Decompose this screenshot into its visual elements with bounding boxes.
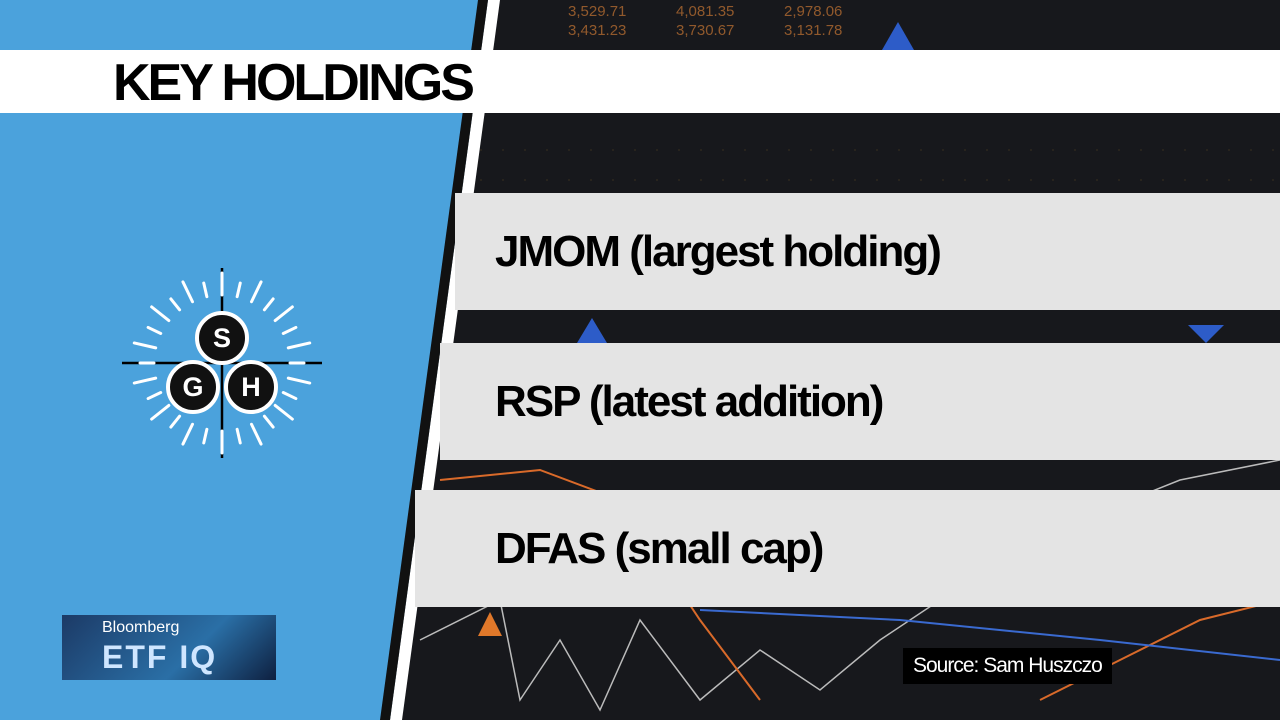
logo-ray [146,391,163,401]
logo-letter: G [182,372,203,402]
show-name: ETF IQ [102,639,218,675]
logo-ray [273,305,294,323]
holding-row: RSP (latest addition) [440,343,1280,460]
logo-ray [250,280,263,304]
logo-ray [150,305,171,323]
bg-number: 3,529.71 [568,3,627,20]
holding-row: JMOM (largest holding) [455,193,1280,310]
bg-number: 4,081.35 [676,3,735,20]
bg-number: 3,730.67 [676,22,735,39]
logo-ray [169,414,182,429]
holding: DFAS (small cap) [495,524,824,573]
network: Bloomberg [102,619,180,636]
logo-ray [235,281,242,299]
logo-ray [262,414,275,429]
logo-ray [181,280,194,304]
header-bar [0,50,1280,113]
logo-ray [169,297,182,312]
brand-logo: Bloomberg ETF IQ [62,615,276,680]
logo-letter: H [241,372,261,402]
logo-ray [286,341,312,350]
holding-row: DFAS (small cap) [415,490,1280,607]
logo-ray [250,422,263,446]
logo-ray [273,403,294,421]
logo-ray [146,325,163,335]
bg-number: 2,978.06 [784,3,843,20]
logo-ray [262,297,275,312]
bg-number: 3,131.78 [784,22,843,39]
logo-ray [281,391,298,401]
logo-ray [132,376,158,385]
holding: RSP (latest addition) [495,377,884,426]
logo-letter: S [213,323,231,353]
title: KEY HOLDINGS [113,54,475,112]
logo-ray [235,427,242,445]
logo: S G H [122,268,322,458]
logo-ray [150,403,171,421]
bg-number: 3,431.23 [568,22,627,39]
logo-ray [202,427,209,445]
logo-ray [286,376,312,385]
source: Source: Sam Huszczo [903,648,1112,684]
logo-ray [202,281,209,299]
logo-ray [181,422,194,446]
holding: JMOM (largest holding) [495,227,942,276]
logo-ray [132,341,158,350]
logo-ray [281,325,298,335]
